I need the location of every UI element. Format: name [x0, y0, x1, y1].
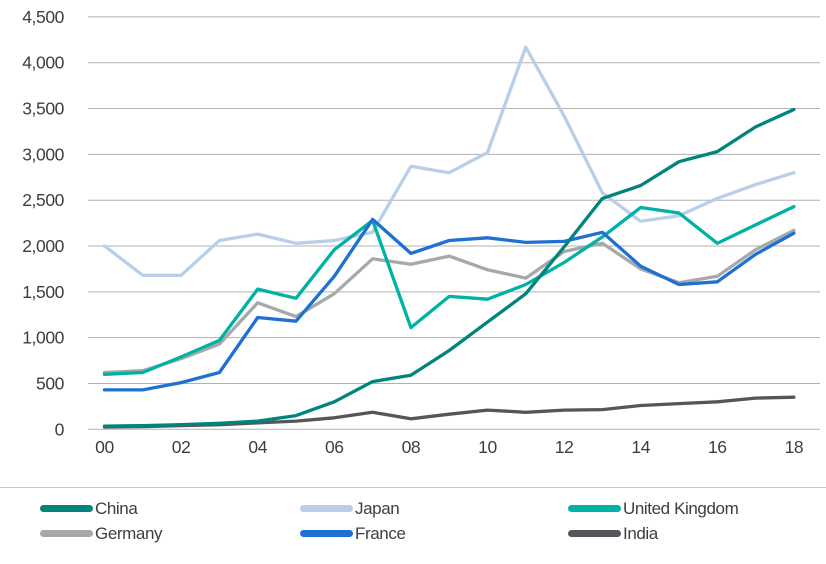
legend-column: United Kingdom India [568, 496, 826, 546]
legend-column: Japan France [300, 496, 568, 546]
line-chart: 0 500 1,000 1,500 2,000 2,500 3,000 3,500 4,000 4… [22, 7, 820, 457]
legend-swatch-france [300, 530, 353, 537]
chart-legend: China Germany Japan France United Kingdom Ind… [0, 496, 826, 546]
x-axis-label: 14 [631, 437, 650, 457]
y-axis-label: 3,500 [22, 99, 64, 119]
legend-swatch-china [40, 505, 93, 512]
legend-label-japan: Japan [355, 498, 400, 518]
x-axis-label: 08 [402, 437, 421, 457]
legend-label-france: France [355, 523, 406, 543]
legend-item-japan: Japan [300, 496, 568, 521]
y-axis-label: 500 [36, 373, 65, 393]
legend-swatch-india [568, 530, 621, 537]
legend-label-united-kingdom: United Kingdom [623, 498, 739, 518]
y-axis-label: 0 [55, 419, 65, 439]
x-axis-label: 06 [325, 437, 344, 457]
legend-label-china: China [95, 498, 138, 518]
x-axis-label: 18 [785, 437, 804, 457]
legend-item-china: China [40, 496, 300, 521]
legend-item-france: France [300, 521, 568, 546]
legend-column: China Germany [40, 496, 300, 546]
legend-swatch-japan [300, 505, 353, 512]
y-axis-label: 3,000 [22, 144, 64, 164]
x-axis-label: 00 [95, 437, 114, 457]
series-line-united-kingdom [102, 204, 796, 376]
legend-label-germany: Germany [95, 523, 163, 543]
legend-item-germany: Germany [40, 521, 300, 546]
x-axis-label: 16 [708, 437, 727, 457]
y-axis-label: 2,000 [22, 236, 64, 256]
series-line-china [102, 107, 796, 428]
y-axis-label: 4,500 [22, 7, 64, 27]
legend-item-india: India [568, 521, 826, 546]
x-axis-label: 10 [478, 437, 497, 457]
legend-label-india: India [623, 523, 658, 543]
y-axis-label: 1,500 [22, 282, 64, 302]
x-axis-label: 02 [172, 437, 191, 457]
x-axis-label: 04 [248, 437, 267, 457]
legend-swatch-germany [40, 530, 93, 537]
y-axis-label: 4,000 [22, 53, 64, 73]
legend-item-united-kingdom: United Kingdom [568, 496, 826, 521]
y-axis-label: 2,500 [22, 190, 64, 210]
legend-swatch-united-kingdom [568, 505, 621, 512]
legend-divider [0, 487, 826, 488]
series-line-france [102, 217, 796, 392]
y-axis-label: 1,000 [22, 328, 64, 348]
x-axis-label: 12 [555, 437, 574, 457]
series-line-japan [102, 45, 796, 277]
